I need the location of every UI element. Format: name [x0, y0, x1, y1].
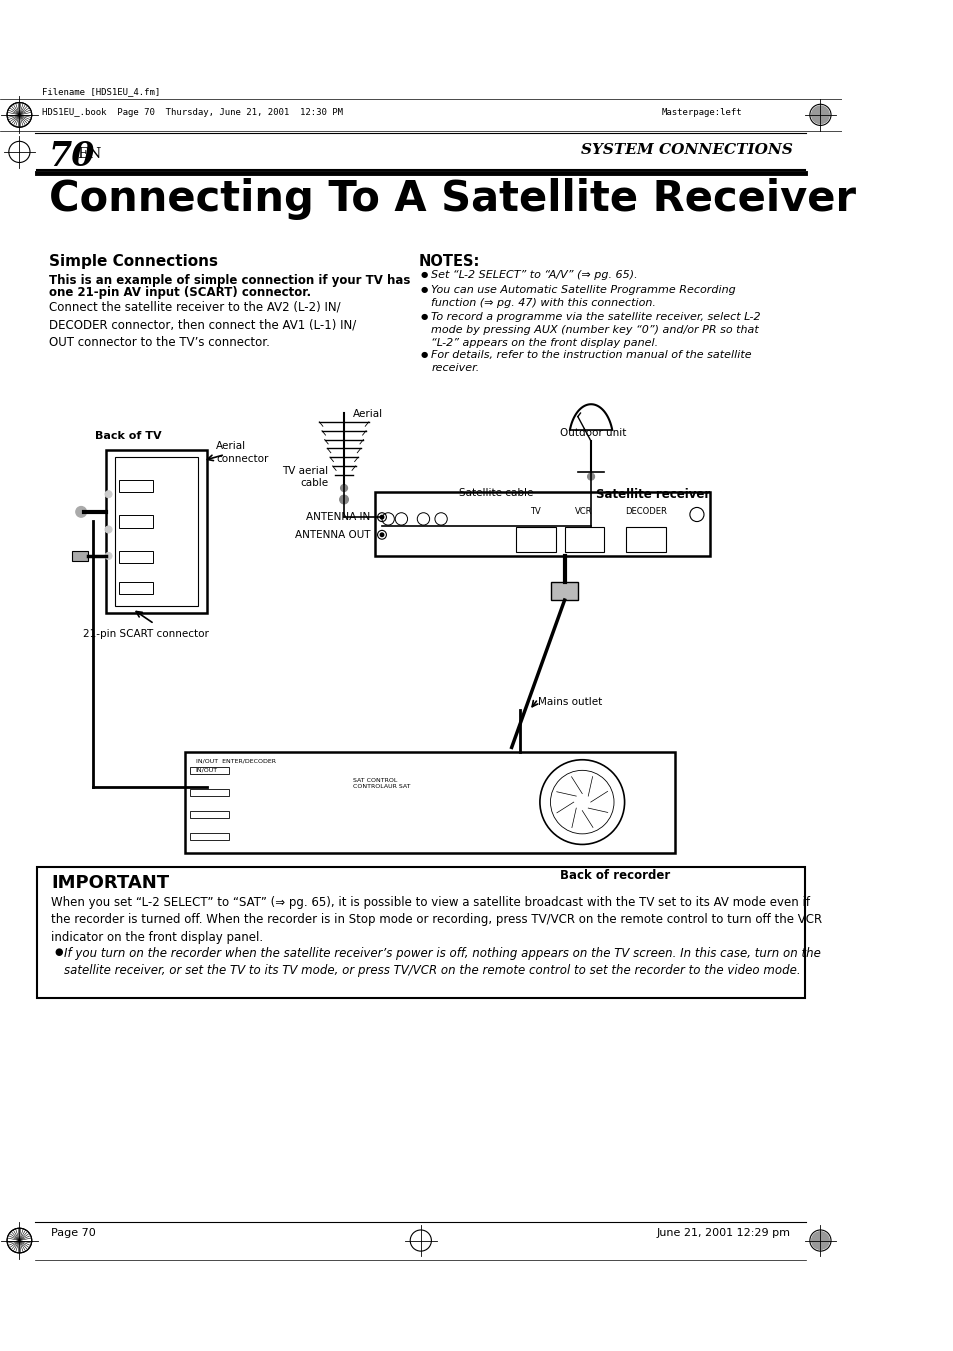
- Text: ●: ●: [54, 947, 63, 957]
- Text: Connecting To A Satellite Receiver: Connecting To A Satellite Receiver: [49, 178, 855, 220]
- Circle shape: [587, 473, 594, 480]
- Bar: [190, 811, 229, 817]
- Bar: [114, 457, 198, 607]
- Bar: [190, 767, 229, 774]
- Text: Filename [HDS1EU_4.fm]: Filename [HDS1EU_4.fm]: [42, 86, 160, 96]
- Circle shape: [380, 534, 383, 536]
- Text: ●: ●: [420, 270, 428, 280]
- Bar: [564, 527, 603, 551]
- Bar: [551, 582, 578, 600]
- Bar: [185, 751, 674, 854]
- Circle shape: [105, 553, 112, 559]
- Text: Aerial
connector: Aerial connector: [216, 442, 268, 463]
- Text: Satellite cable: Satellite cable: [458, 488, 533, 499]
- Text: To record a programme via the satellite receiver, select L-2
mode by pressing AU: To record a programme via the satellite …: [431, 312, 760, 349]
- Bar: [119, 480, 152, 493]
- Text: ●: ●: [420, 350, 428, 358]
- Text: ANTENNA IN: ANTENNA IN: [306, 512, 370, 521]
- Text: For details, refer to the instruction manual of the satellite
receiver.: For details, refer to the instruction ma…: [431, 350, 751, 373]
- Text: Page 70: Page 70: [51, 1228, 96, 1239]
- Text: You can use Automatic Satellite Programme Recording
function (⇒ pg. 47) with thi: You can use Automatic Satellite Programm…: [431, 285, 736, 308]
- Text: If you turn on the recorder when the satellite receiver’s power is off, nothing : If you turn on the recorder when the sat…: [64, 947, 820, 977]
- Bar: [106, 450, 207, 613]
- Text: TV aerial
cable: TV aerial cable: [282, 466, 328, 488]
- Text: Connect the satellite receiver to the AV2 (L-2) IN/
DECODER connector, then conn: Connect the satellite receiver to the AV…: [49, 300, 355, 349]
- Text: 21-pin SCART connector: 21-pin SCART connector: [83, 630, 209, 639]
- Text: Masterpage:left: Masterpage:left: [661, 108, 741, 116]
- Text: Simple Connections: Simple Connections: [49, 254, 217, 269]
- Text: June 21, 2001 12:29 pm: June 21, 2001 12:29 pm: [656, 1228, 790, 1239]
- Text: Back of recorder: Back of recorder: [559, 869, 670, 882]
- Bar: [626, 527, 665, 551]
- Bar: [190, 834, 229, 840]
- Text: ANTENNA OUT: ANTENNA OUT: [294, 530, 370, 540]
- Text: Set “L-2 SELECT” to “A/V” (⇒ pg. 65).: Set “L-2 SELECT” to “A/V” (⇒ pg. 65).: [431, 270, 638, 280]
- Text: Mains outlet: Mains outlet: [537, 697, 601, 707]
- Text: NOTES:: NOTES:: [418, 254, 480, 269]
- Circle shape: [811, 105, 828, 124]
- Text: Aerial: Aerial: [353, 408, 382, 419]
- Text: ●: ●: [420, 285, 428, 295]
- Text: Back of TV: Back of TV: [94, 431, 161, 440]
- Circle shape: [105, 490, 112, 497]
- Text: IMPORTANT: IMPORTANT: [51, 874, 169, 893]
- Text: When you set “L-2 SELECT” to “SAT” (⇒ pg. 65), it is possible to view a satellit: When you set “L-2 SELECT” to “SAT” (⇒ pg…: [51, 896, 821, 943]
- Bar: [119, 581, 152, 594]
- Circle shape: [811, 1232, 828, 1250]
- Text: SYSTEM CONNECTIONS: SYSTEM CONNECTIONS: [580, 143, 792, 157]
- Bar: [37, 867, 803, 998]
- Text: TV: TV: [530, 508, 540, 516]
- Circle shape: [105, 526, 112, 534]
- Bar: [119, 551, 152, 563]
- Circle shape: [339, 494, 348, 504]
- Text: ●: ●: [420, 312, 428, 320]
- Text: Outdoor unit: Outdoor unit: [559, 428, 626, 438]
- Text: SAT CONTROL
CONTROLAUR SAT: SAT CONTROL CONTROLAUR SAT: [353, 778, 410, 789]
- Bar: [72, 551, 88, 561]
- Bar: [119, 515, 152, 528]
- Text: DECODER: DECODER: [624, 508, 666, 516]
- Bar: [375, 493, 709, 557]
- Text: IN/OUT: IN/OUT: [195, 767, 217, 773]
- Text: EN: EN: [77, 147, 102, 161]
- Text: Satellite receiver: Satellite receiver: [596, 488, 709, 501]
- Text: IN/OUT  ENTER/DECODER: IN/OUT ENTER/DECODER: [195, 759, 275, 763]
- Text: one 21-pin AV input (SCART) connector.: one 21-pin AV input (SCART) connector.: [49, 286, 311, 299]
- Text: VCR: VCR: [575, 508, 592, 516]
- Circle shape: [380, 515, 383, 519]
- Circle shape: [340, 485, 347, 492]
- Bar: [190, 789, 229, 796]
- Text: 70: 70: [49, 139, 95, 173]
- Circle shape: [76, 507, 87, 517]
- Text: HDS1EU_.book  Page 70  Thursday, June 21, 2001  12:30 PM: HDS1EU_.book Page 70 Thursday, June 21, …: [42, 108, 343, 116]
- Text: This is an example of simple connection if your TV has: This is an example of simple connection …: [49, 274, 410, 286]
- Bar: [516, 527, 556, 551]
